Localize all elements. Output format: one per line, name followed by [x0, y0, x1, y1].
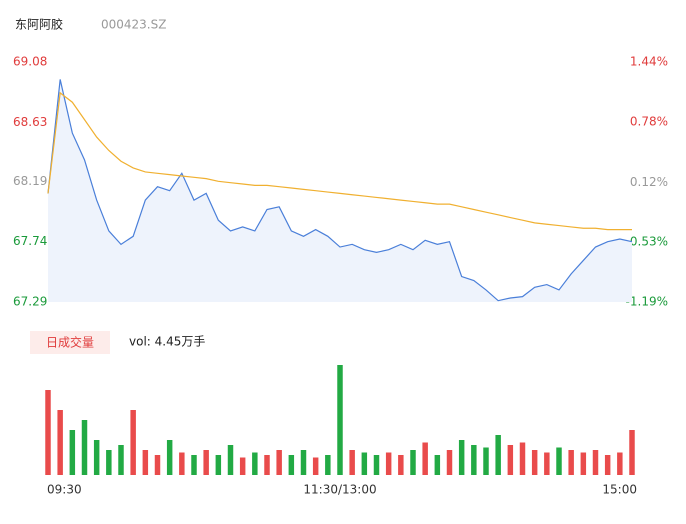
volume-bar — [93, 440, 100, 475]
volume-bar — [434, 455, 441, 475]
volume-bar — [556, 447, 562, 475]
volume-bar — [398, 455, 404, 475]
y2-tick-label: -0.53% — [626, 234, 668, 248]
volume-bar — [373, 455, 380, 475]
volume-bar — [604, 455, 611, 475]
y-tick-label: 68.19 — [13, 174, 47, 188]
volume-bar — [337, 365, 343, 475]
volume-bar — [106, 450, 112, 475]
volume-bar — [215, 455, 222, 475]
volume-bar — [629, 430, 635, 475]
volume-bar — [179, 452, 185, 475]
volume-bar — [142, 450, 149, 475]
volume-bar — [288, 455, 295, 475]
volume-bar — [81, 420, 88, 475]
volume-bar — [166, 440, 173, 475]
volume-bar — [483, 447, 489, 475]
x-tick-label: 11:30/13:00 — [303, 483, 376, 497]
volume-bar — [45, 390, 51, 475]
average-line — [47, 91, 632, 231]
y2-tick-label: -1.19% — [626, 295, 668, 309]
volume-bar — [325, 455, 331, 475]
y-tick-label: 69.08 — [13, 55, 47, 69]
stock-name: 东阿阿胶 — [15, 17, 63, 32]
volume-bar — [118, 445, 124, 475]
volume-bar — [130, 410, 136, 475]
x-tick-label: 09:30 — [47, 483, 82, 497]
volume-bar — [446, 450, 453, 475]
volume-bar — [239, 457, 246, 475]
volume-bar — [191, 455, 197, 475]
volume-bar — [410, 450, 416, 475]
volume-bar — [264, 455, 270, 475]
volume-bar — [580, 452, 587, 475]
volume-bar — [385, 452, 392, 475]
volume-tab-bg — [30, 331, 110, 354]
volume-bar — [349, 450, 355, 475]
volume-bar — [617, 452, 623, 475]
volume-bar — [300, 450, 307, 475]
y2-tick-label: 0.12% — [630, 175, 668, 189]
volume-bar — [361, 452, 368, 475]
volume-bar — [568, 450, 574, 475]
volume-bar — [227, 445, 234, 475]
volume-bar — [312, 457, 319, 475]
y-tick-label: 67.29 — [13, 295, 47, 309]
volume-bar — [592, 450, 599, 475]
volume-bar — [458, 440, 465, 475]
stock-code: 000423.SZ — [101, 18, 166, 32]
price-line — [47, 79, 633, 302]
volume-tab: 日成交量 — [46, 335, 94, 350]
price-area — [48, 79, 632, 302]
volume-bar — [69, 430, 76, 475]
y2-tick-label: 0.78% — [630, 115, 668, 129]
volume-bar — [531, 450, 538, 475]
y-tick-label: 67.74 — [13, 234, 47, 248]
volume-bar — [507, 445, 514, 475]
volume-bar — [544, 452, 550, 475]
volume-label: vol: 4.45万手 — [129, 335, 205, 349]
volume-bar — [471, 445, 477, 475]
volume-bar — [495, 435, 501, 475]
y2-tick-label: 1.44% — [630, 55, 668, 69]
volume-bar — [252, 452, 258, 475]
volume-bar — [276, 450, 282, 475]
x-tick-label: 15:00 — [602, 483, 637, 497]
volume-bar — [154, 455, 161, 475]
volume-bar — [422, 442, 428, 475]
volume-bar — [519, 442, 526, 475]
volume-bar — [57, 410, 63, 475]
y-tick-label: 68.63 — [13, 115, 47, 129]
volume-bar — [203, 450, 209, 475]
